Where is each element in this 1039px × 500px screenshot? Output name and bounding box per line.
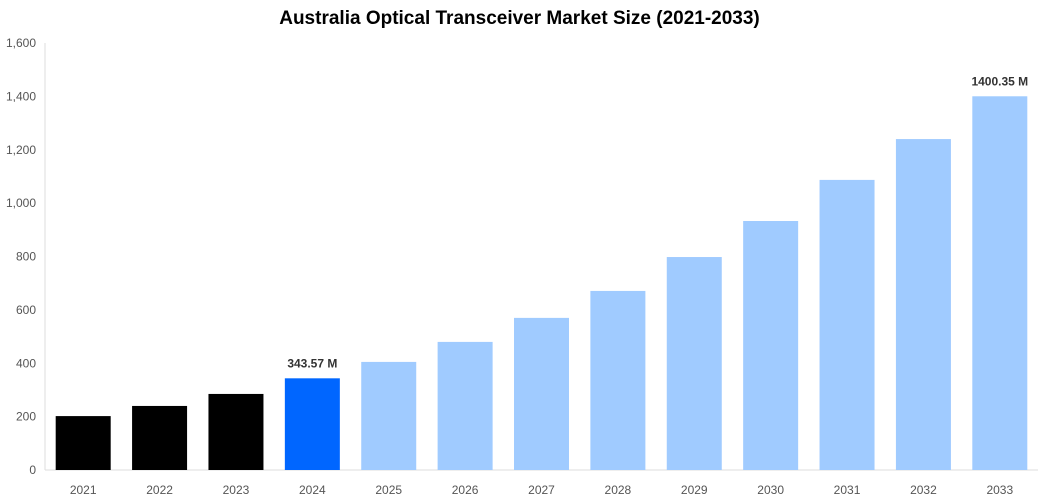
bar-2029: [666, 257, 722, 470]
data-label: 343.57 M: [287, 356, 337, 370]
x-tick-label: 2030: [757, 483, 784, 497]
x-tick-label: 2026: [452, 483, 479, 497]
x-tick-label: 2027: [528, 483, 555, 497]
x-tick-label: 2031: [834, 483, 861, 497]
y-tick-label: 400: [16, 356, 36, 370]
x-tick-label: 2021: [70, 483, 97, 497]
y-tick-label: 1,600: [6, 36, 36, 50]
y-tick-label: 600: [16, 303, 36, 317]
bar-2032: [895, 139, 951, 470]
bar-2024: [284, 378, 340, 470]
x-tick-label: 2022: [146, 483, 173, 497]
bar-2021: [55, 416, 111, 470]
x-tick-label: 2033: [986, 483, 1013, 497]
x-tick-label: 2025: [375, 483, 402, 497]
y-tick-label: 1,000: [6, 196, 36, 210]
y-tick-label: 1,200: [6, 143, 36, 157]
y-tick-label: 800: [16, 250, 36, 264]
bar-2027: [514, 317, 569, 470]
bar-2026: [437, 341, 493, 470]
bar-2028: [590, 290, 646, 470]
x-tick-label: 2029: [681, 483, 708, 497]
bar-2033: [972, 96, 1028, 471]
x-tick-label: 2032: [910, 483, 937, 497]
x-tick-label: 2028: [605, 483, 632, 497]
bar-2031: [819, 179, 875, 471]
x-tick-label: 2023: [223, 483, 250, 497]
y-tick-label: 0: [29, 463, 36, 477]
bar-2030: [743, 221, 799, 470]
y-tick-label: 1,400: [6, 89, 36, 103]
bar-2023: [208, 393, 264, 470]
bar-2022: [132, 405, 188, 470]
x-tick-label: 2024: [299, 483, 326, 497]
bar-2025: [361, 361, 417, 470]
chart-title: Australia Optical Transceiver Market Siz…: [279, 8, 760, 29]
y-tick-label: 200: [16, 410, 36, 424]
data-label: 1400.35 M: [971, 74, 1028, 88]
